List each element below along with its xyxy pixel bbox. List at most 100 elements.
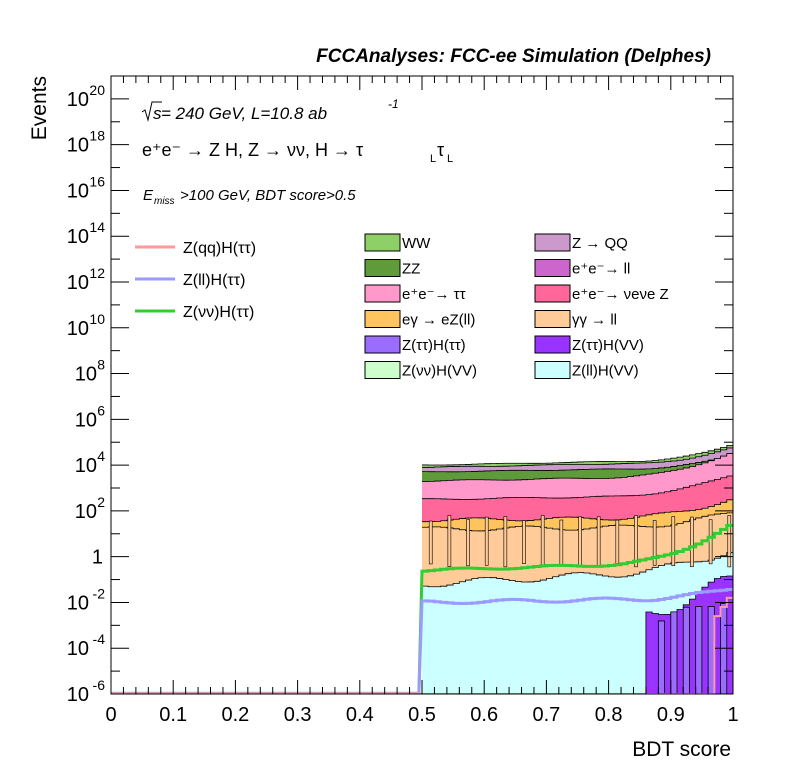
selection-annotation: E miss >100 GeV, BDT score>0.5 <box>143 187 356 207</box>
stack-outline <box>422 512 733 532</box>
legend-signal-label: Z(ll)H(ττ) <box>183 272 245 289</box>
stack-bin <box>440 586 448 694</box>
legend-bg-swatch <box>364 259 401 277</box>
y-tick-base: 10 <box>67 272 89 294</box>
x-tick-label: 0.9 <box>657 704 685 726</box>
y-tick-exponent: 8 <box>97 357 105 373</box>
y-tick-base: 10 <box>67 135 89 157</box>
spike-bin <box>559 519 564 566</box>
x-tick-label: 0.4 <box>346 704 374 726</box>
stack-bin <box>689 599 696 694</box>
stack-bin <box>459 581 466 694</box>
x-tick-label: 0 <box>105 704 116 726</box>
stack-outline <box>422 455 733 473</box>
signal-line-0 <box>111 524 733 694</box>
y-tick-exponent: 4 <box>97 448 105 464</box>
stack-bin <box>633 574 640 694</box>
legend-bg-label: e⁺e⁻→ νeνe Z <box>572 286 669 303</box>
y-tick-exponent: 10 <box>89 311 105 327</box>
stack-bin <box>658 620 665 694</box>
legend-bg-swatch <box>534 233 571 252</box>
y-tick-label: 610 <box>75 402 105 431</box>
spike-bin <box>540 515 545 568</box>
stack-bin <box>664 614 672 694</box>
stack-bin <box>490 577 497 694</box>
y-tick-base: 10 <box>67 318 89 340</box>
stack-bin <box>701 587 709 694</box>
legend-bg-swatch <box>364 310 401 328</box>
stack-bin <box>515 581 522 694</box>
x-tick-label: 0.8 <box>595 704 623 726</box>
x-tick-label: 0.1 <box>159 704 187 726</box>
legend-bg-swatch <box>534 259 571 277</box>
legend-bg-swatch <box>534 335 571 354</box>
y-tick-label: -610 <box>67 677 105 706</box>
stack-bin <box>602 576 609 694</box>
spike-bin <box>447 515 452 567</box>
stack-bin <box>583 573 591 694</box>
legend-bg-label: e⁺e⁻→ ττ <box>402 286 466 303</box>
y-tick-base: 10 <box>75 455 97 477</box>
spike-bin <box>466 519 470 567</box>
x-tick-label: 0.2 <box>221 704 249 726</box>
chart-title: FCCAnalyses: FCC-ee Simulation (Delphes) <box>316 46 711 67</box>
y-axis-label: Events <box>28 76 51 140</box>
stack-bin <box>608 576 616 694</box>
selection-subscript: miss <box>154 196 175 207</box>
stack-outline <box>422 602 733 694</box>
stack-bin <box>552 576 560 694</box>
stack-bin <box>589 573 597 694</box>
spike-bin <box>634 515 638 568</box>
legend-signal-label: Z(qq)H(ττ) <box>183 240 256 257</box>
stack-bin <box>670 611 678 694</box>
stack-bin <box>645 611 653 694</box>
legend-bg-label: e⁺e⁻→ ll <box>572 261 630 278</box>
lumi-exponent: -1 <box>388 97 399 111</box>
legend-bg-label: eγ → eZ(ll) <box>402 312 475 329</box>
spike-bin <box>690 516 694 568</box>
x-tick-label: 1 <box>727 704 738 726</box>
y-tick-exponent: 20 <box>89 82 105 98</box>
y-tick-label: 1 <box>92 547 103 569</box>
stack-outline <box>422 444 733 466</box>
process-tau-2: τ <box>437 140 444 160</box>
stack-bin <box>596 574 603 694</box>
y-tick-base: 10 <box>67 89 89 111</box>
process-text: e⁺e⁻ → Z H, Z → νν, H → τ <box>142 140 363 160</box>
y-tick-base: 10 <box>67 226 89 248</box>
legend-bg-label: Z → QQ <box>572 235 628 252</box>
stack-bin <box>546 578 553 694</box>
y-tick-label: -210 <box>67 585 105 614</box>
stack-bin <box>477 577 485 694</box>
y-tick-exponent: -6 <box>93 677 106 693</box>
stack-outline <box>422 453 733 483</box>
spike-bin <box>615 519 620 564</box>
y-tick-label: 210 <box>75 494 105 523</box>
y-tick-base: 10 <box>75 409 97 431</box>
y-tick-label: -410 <box>67 631 105 660</box>
spike-bin <box>428 520 433 565</box>
spike-bin <box>578 516 582 566</box>
y-tick-exponent: 2 <box>97 494 105 510</box>
stack-bin <box>614 577 622 694</box>
stack-bin <box>446 585 454 694</box>
x-tick-label: 0.3 <box>284 704 312 726</box>
y-tick-labels: 2010181016101410121010108106104102101-21… <box>67 82 105 706</box>
y-tick-exponent: -4 <box>93 631 106 647</box>
selection-text: >100 GeV, BDT score>0.5 <box>180 187 356 204</box>
x-tick-label: 0.6 <box>470 704 498 726</box>
y-tick-base: 10 <box>67 684 89 706</box>
y-tick-exponent: 12 <box>89 265 105 281</box>
legend-bg-label: Z(ττ)H(ττ) <box>402 337 466 354</box>
legend-bg-swatch <box>534 284 571 303</box>
legend-bg-label: WW <box>402 235 431 252</box>
stack-bin <box>527 581 535 694</box>
spike-bin <box>652 520 657 566</box>
stack-bin <box>683 607 690 694</box>
process-subscript-2: L <box>447 153 453 165</box>
stack-bin <box>565 573 572 694</box>
